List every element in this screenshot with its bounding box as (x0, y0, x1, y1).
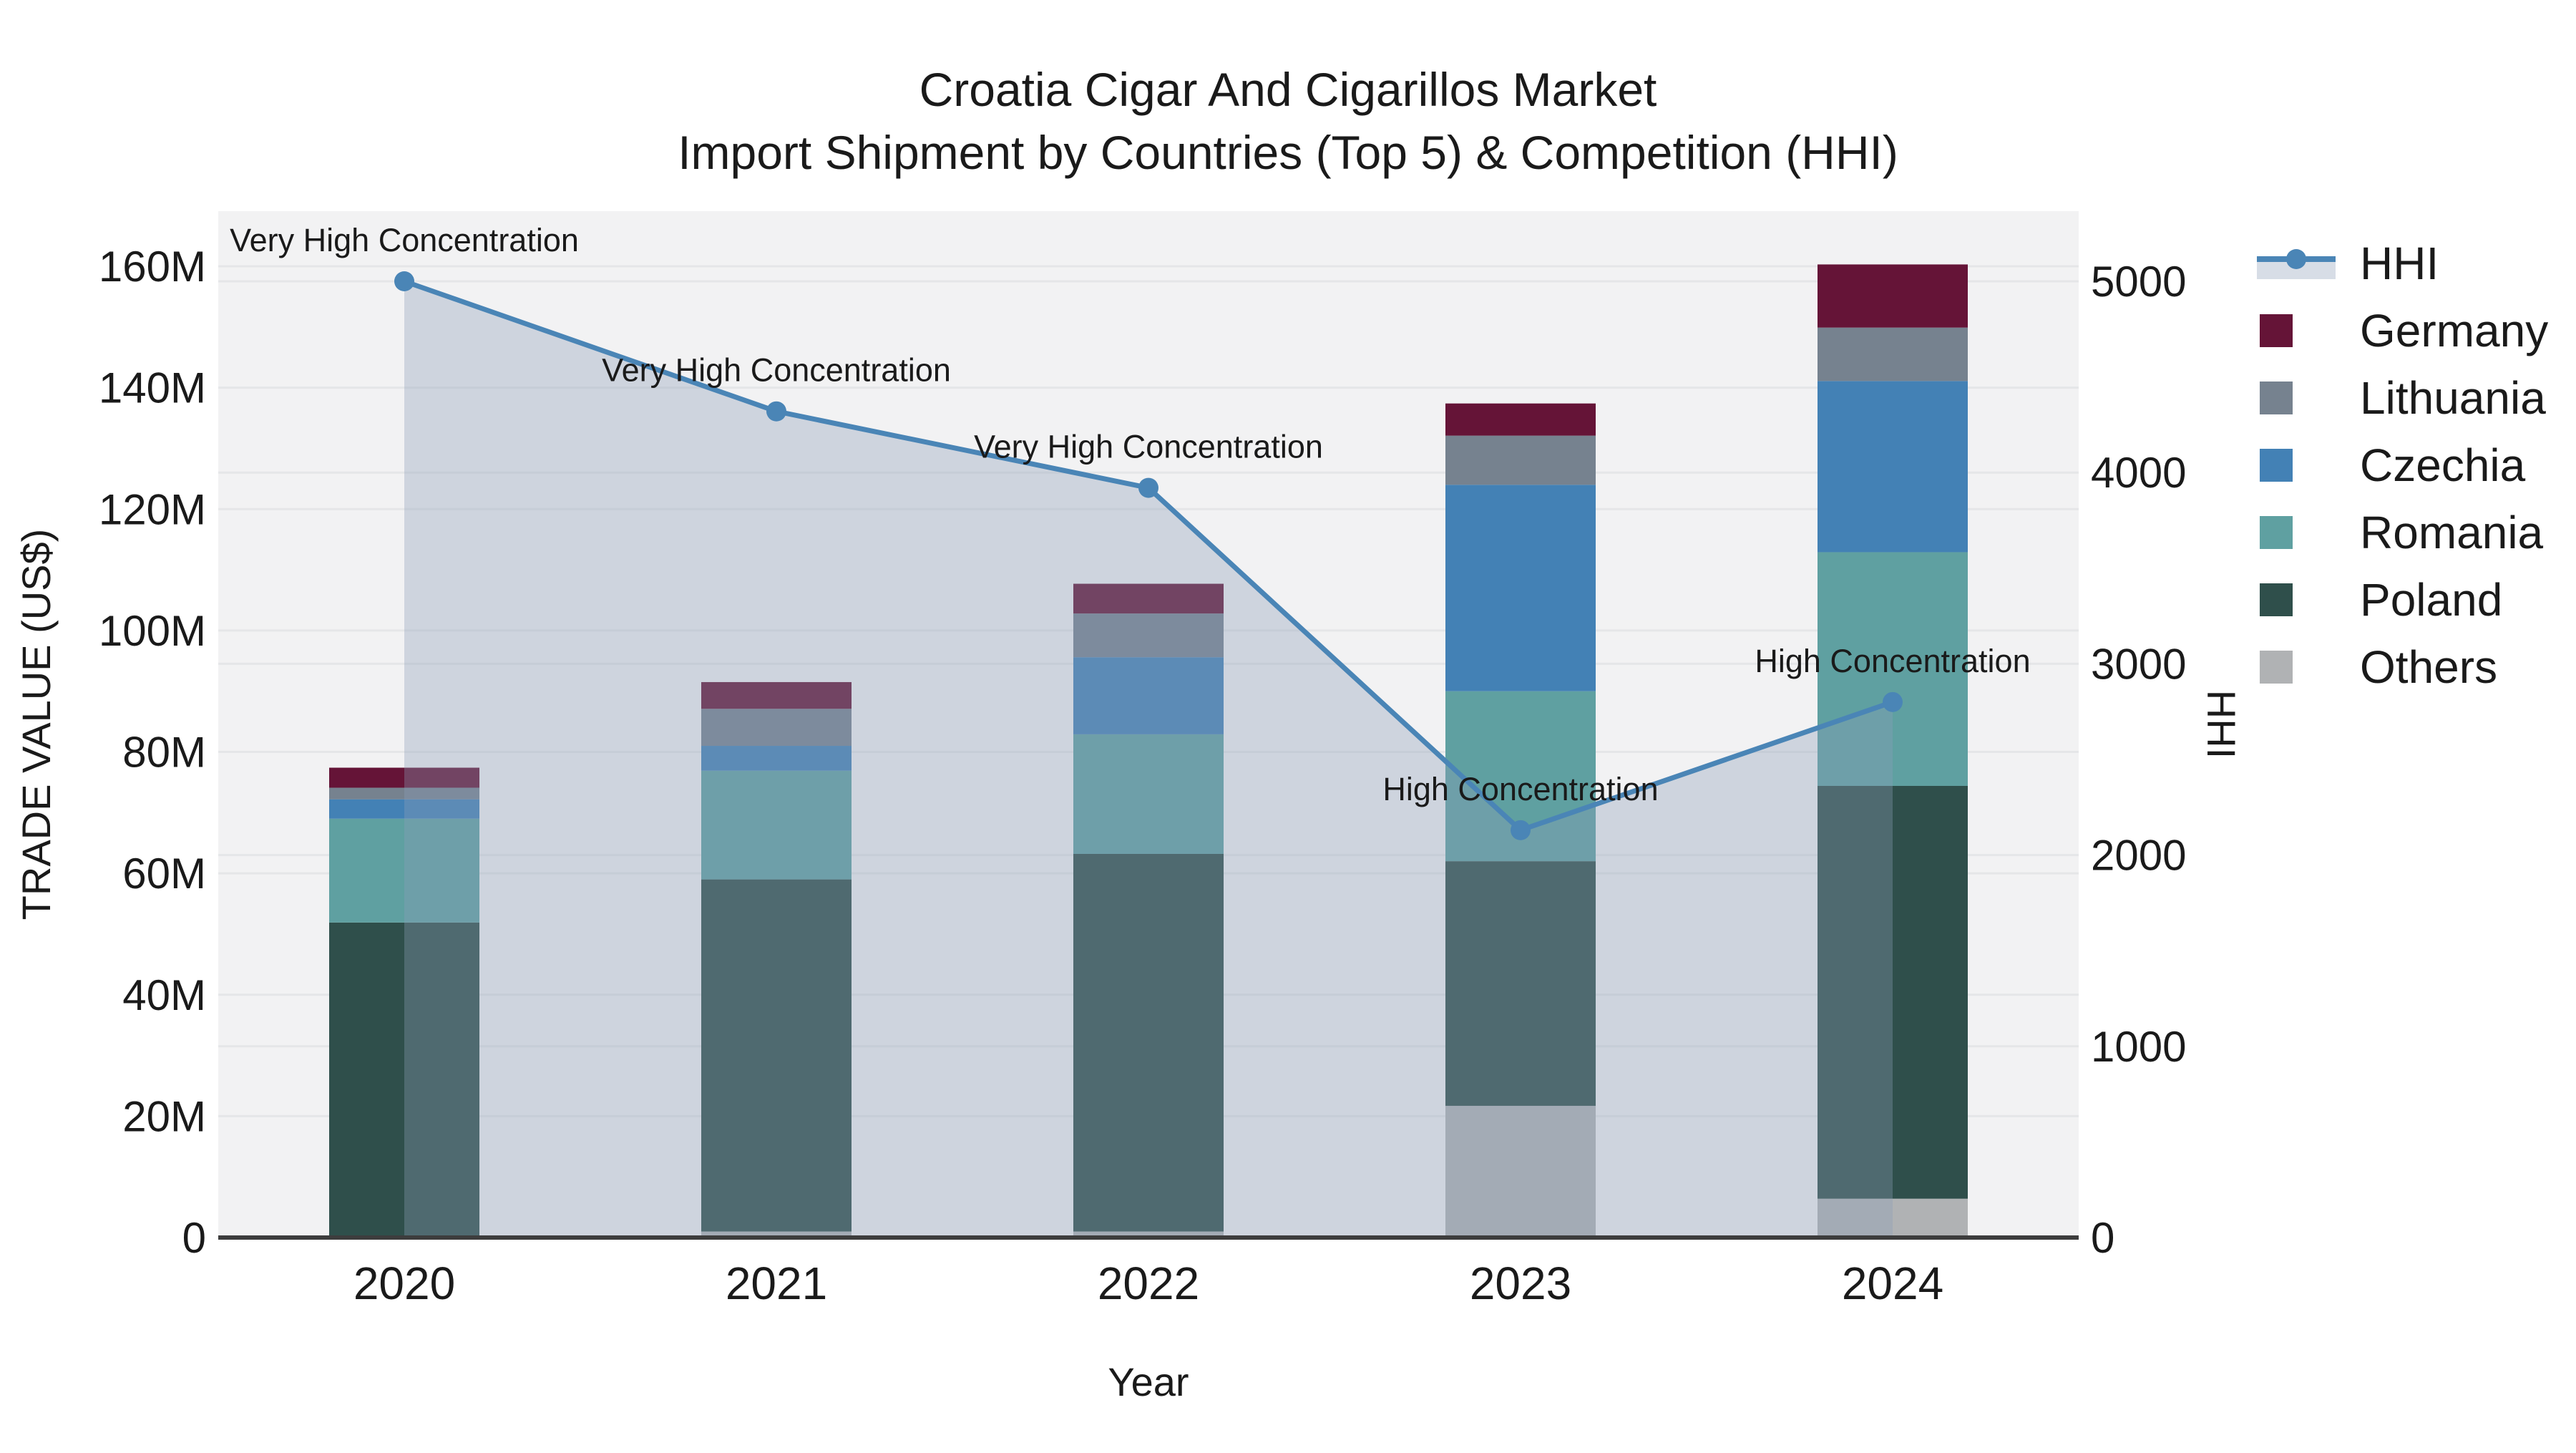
bar-segment-czechia-2024[interactable] (1818, 381, 1968, 553)
legend-label-lithuania: Lithuania (2360, 372, 2546, 424)
hhi-marker-2021[interactable] (766, 401, 786, 422)
y-right-tick-0: 0 (2091, 1214, 2114, 1262)
legend-item-germany[interactable]: Germany (2260, 305, 2548, 356)
y-left-tick-80M: 80M (122, 729, 206, 777)
legend-item-others[interactable]: Others (2260, 641, 2497, 693)
annotation-2020: Very High Concentration (230, 222, 579, 258)
annotation-2024: High Concentration (1755, 643, 2030, 679)
bar-segment-others-2021[interactable] (701, 1231, 852, 1238)
bar-segment-poland-2024[interactable] (1818, 785, 1968, 1199)
x-tick-2022: 2022 (1098, 1258, 1199, 1309)
y-left-tick-40M: 40M (122, 971, 206, 1019)
x-axis-title: Year (1108, 1359, 1189, 1404)
bar-segment-romania-2021[interactable] (701, 770, 852, 880)
chart-title-line2: Import Shipment by Countries (Top 5) & C… (678, 126, 1898, 179)
hhi-marker-2022[interactable] (1138, 477, 1158, 498)
legend-item-poland[interactable]: Poland (2260, 574, 2502, 626)
legend-swatch-others (2260, 651, 2293, 684)
hhi-marker-2024[interactable] (1883, 691, 1903, 712)
legend-item-hhi[interactable]: HHI (2257, 238, 2439, 289)
chart-title-line1: Croatia Cigar And Cigarillos Market (919, 63, 1657, 116)
y-left-tick-20M: 20M (122, 1092, 206, 1140)
legend-swatch-romania (2260, 516, 2293, 549)
bar-segment-romania-2020[interactable] (329, 818, 479, 923)
bar-segment-poland-2022[interactable] (1073, 853, 1224, 1232)
bar-segment-czechia-2021[interactable] (701, 746, 852, 771)
legend-label-hhi: HHI (2360, 238, 2439, 289)
legend-swatch-lithuania (2260, 382, 2293, 414)
legend-label-poland: Poland (2360, 574, 2502, 626)
bar-segment-poland-2020[interactable] (329, 922, 479, 1238)
legend-hhi-marker-icon (2286, 249, 2306, 269)
bar-segment-lithuania-2022[interactable] (1073, 613, 1224, 658)
legend-label-czechia: Czechia (2360, 439, 2526, 491)
bar-segment-poland-2023[interactable] (1445, 861, 1596, 1106)
y-right-tick-2000: 2000 (2091, 832, 2186, 880)
bar-segment-germany-2022[interactable] (1073, 583, 1224, 614)
bar-segment-lithuania-2024[interactable] (1818, 327, 1968, 382)
annotation-2023: High Concentration (1382, 771, 1658, 807)
hhi-marker-2020[interactable] (394, 271, 414, 291)
x-tick-2020: 2020 (353, 1258, 455, 1309)
y-left-tick-100M: 100M (99, 607, 206, 655)
y-right-tick-1000: 1000 (2091, 1023, 2186, 1071)
hhi-area-fill (404, 281, 1893, 1238)
y-right-axis-title: HHI (2199, 690, 2244, 759)
y-left-tick-140M: 140M (99, 364, 206, 412)
legend-swatch-poland (2260, 583, 2293, 616)
bar-segment-romania-2024[interactable] (1818, 552, 1968, 786)
bar-segment-lithuania-2023[interactable] (1445, 435, 1596, 485)
bar-segment-romania-2022[interactable] (1073, 734, 1224, 854)
y-left-axis-title: TRADE VALUE (US$) (14, 529, 59, 920)
y-left-tick-160M: 160M (99, 243, 206, 291)
hhi-marker-2023[interactable] (1511, 820, 1531, 840)
bar-segment-germany-2023[interactable] (1445, 403, 1596, 436)
y-right-tick-3000: 3000 (2091, 640, 2186, 688)
bar-segment-germany-2024[interactable] (1818, 264, 1968, 328)
legend-label-germany: Germany (2360, 305, 2548, 356)
axis-tick-labels: 0 20M 40M 60M 80M 100M 120M 140M 160M 0 1000 2000 30… (99, 243, 2187, 1309)
legend-label-romania: Romania (2360, 507, 2544, 558)
legend-swatch-germany (2260, 314, 2293, 347)
legend-item-czechia[interactable]: Czechia (2260, 439, 2526, 491)
x-axis-line (218, 1235, 2079, 1240)
bar-segment-germany-2020[interactable] (329, 767, 479, 788)
y-left-tick-60M: 60M (122, 850, 206, 898)
stacked-bars (329, 264, 1968, 1238)
bar-segment-others-2022[interactable] (1073, 1231, 1224, 1238)
bar-segment-czechia-2022[interactable] (1073, 657, 1224, 734)
legend-item-romania[interactable]: Romania (2260, 507, 2544, 558)
x-tick-2024: 2024 (1842, 1258, 1943, 1309)
legend: HHI Germany Lithuania Czechia Romania Poland O… (2257, 238, 2548, 693)
bar-segment-others-2024[interactable] (1818, 1198, 1968, 1238)
bar-segment-lithuania-2020[interactable] (329, 787, 479, 800)
legend-label-others: Others (2360, 641, 2497, 693)
bar-segment-poland-2021[interactable] (701, 879, 852, 1232)
bar-segment-lithuania-2021[interactable] (701, 709, 852, 747)
hhi-area (404, 281, 1893, 1238)
y-left-tick-0: 0 (182, 1214, 206, 1262)
y-left-tick-120M: 120M (99, 485, 206, 533)
y-right-tick-4000: 4000 (2091, 449, 2186, 497)
annotation-2021: Very High Concentration (602, 352, 951, 389)
legend-swatch-czechia (2260, 449, 2293, 482)
bar-segment-others-2023[interactable] (1445, 1105, 1596, 1238)
x-tick-2021: 2021 (726, 1258, 827, 1309)
bar-segment-czechia-2020[interactable] (329, 799, 479, 819)
hhi-annotations: Very High Concentration Very High Concent… (230, 222, 2031, 807)
bar-segment-czechia-2023[interactable] (1445, 485, 1596, 691)
x-tick-2023: 2023 (1470, 1258, 1571, 1309)
annotation-2022: Very High Concentration (974, 429, 1323, 465)
hhi-line-series (394, 271, 1903, 840)
bar-segment-germany-2021[interactable] (701, 681, 852, 709)
y-right-tick-5000: 5000 (2091, 258, 2186, 306)
legend-item-lithuania[interactable]: Lithuania (2260, 372, 2546, 424)
